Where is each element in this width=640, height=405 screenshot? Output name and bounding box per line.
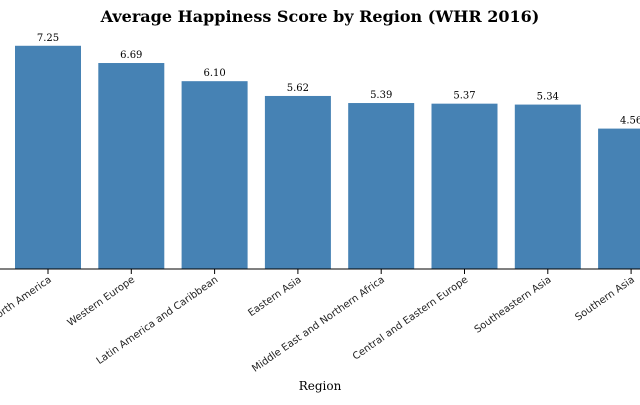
bar-0 <box>15 45 81 269</box>
bar-value-label-5: 5.37 <box>453 91 475 102</box>
bar-value-label-2: 6.10 <box>203 68 225 79</box>
x-tick-label-7: Southern Asia <box>573 274 636 323</box>
bar-value-label-0: 7.25 <box>37 33 59 44</box>
x-tick-group <box>47 269 632 274</box>
x-tick-label-6: Southeastern Asia <box>473 274 554 335</box>
x-axis-label: Region <box>299 379 342 393</box>
bar-value-label-7: 4.56 <box>620 116 640 127</box>
bar-value-label-6: 5.34 <box>537 92 559 103</box>
bar-value-label-1: 6.69 <box>120 50 142 61</box>
x-tick-label-3: Eastern Asia <box>246 274 303 319</box>
bar-6 <box>514 104 581 269</box>
x-tick-label-1: Western Europe <box>66 274 137 329</box>
bar-value-label-3: 5.62 <box>287 83 309 94</box>
bar-3 <box>264 95 331 270</box>
bar-2 <box>181 81 248 270</box>
x-tick-label-0: North America <box>0 274 54 325</box>
bar-1 <box>98 63 165 269</box>
bars-group <box>15 45 640 270</box>
chart-title: Average Happiness Score by Region (WHR 2… <box>100 7 540 26</box>
bar-value-label-4: 5.39 <box>370 90 392 101</box>
value-labels-group: 7.25 6.69 6.10 5.62 5.39 5.37 5.34 4.56 <box>37 33 640 127</box>
bar-7 <box>598 128 640 269</box>
x-tick-label-4: Middle East and Northern Africa <box>250 274 387 374</box>
bar-4 <box>348 103 415 269</box>
bar-5 <box>431 103 498 269</box>
